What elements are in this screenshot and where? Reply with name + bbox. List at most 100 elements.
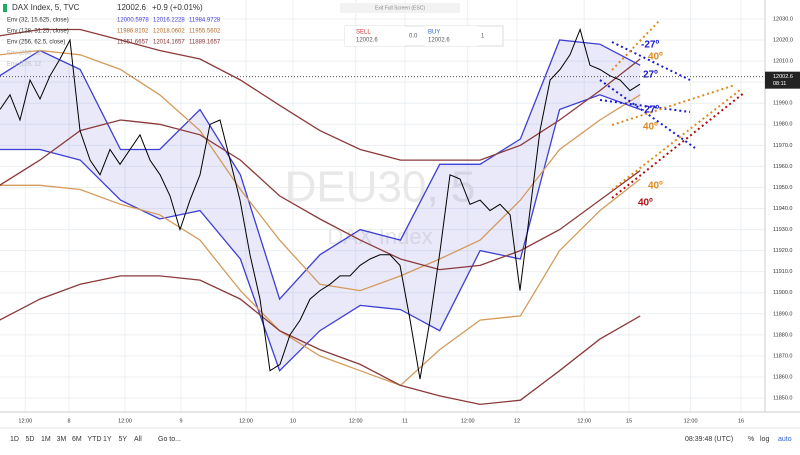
y-tick-label: 11970.0: [773, 143, 792, 149]
y-tick-label: 11990.0: [773, 101, 792, 107]
study-value: 11986.8102: [117, 29, 149, 35]
angle-label: -27º: [641, 105, 659, 116]
trade-panel: Exit Full Screen (ESC) SELL 12002.6 0.0 …: [340, 3, 504, 47]
range-button[interactable]: 3M: [57, 436, 67, 443]
trend-line: [599, 99, 691, 113]
x-tick-label: 12:00: [18, 418, 32, 424]
study-value: 11951.6657: [117, 40, 149, 46]
trend-line: [611, 84, 736, 126]
envelope-line: [0, 178, 641, 387]
study-value: 12018.0602: [153, 29, 185, 35]
envelope-line: [0, 28, 641, 161]
angle-label: -27º: [641, 40, 659, 51]
plot-area: [0, 27, 765, 406]
x-tick-label: 12:00: [118, 418, 132, 424]
symbol: DAX Index, 5, TVC: [12, 3, 80, 12]
x-tick-label: 12:00: [684, 418, 698, 424]
y-tick-label: 11910.0: [773, 269, 792, 275]
x-tick-label: 12:00: [461, 418, 475, 424]
exit-label: Exit Full Screen (ESC): [375, 5, 425, 11]
x-tick-label: 11: [402, 418, 408, 424]
range-button[interactable]: 5D: [26, 436, 35, 443]
y-tick-label: 11890.0: [773, 311, 792, 317]
range-button[interactable]: YTD: [88, 436, 102, 443]
watermark-symbol: DEU30, 5: [285, 163, 476, 212]
log-toggle[interactable]: log: [760, 436, 769, 443]
legend: DAX Index, 5, TVC 12002.6 +0.9 (+0.01%) …: [3, 3, 221, 68]
auto-toggle[interactable]: auto: [778, 436, 792, 443]
angle-label: 40º: [638, 198, 653, 209]
y-tick-label: 11930.0: [773, 227, 792, 233]
angle-label: 40º: [643, 122, 658, 133]
envelope-line: [0, 119, 641, 271]
study-name: Env (128, 31.25, close): [7, 29, 69, 35]
study-value: 12014.1657: [153, 40, 185, 46]
price: 12002.6: [117, 3, 146, 12]
clock: 08:39:48 (UTC): [685, 436, 733, 443]
study-value: 11955.5602: [189, 29, 221, 35]
study-value: 11889.1657: [189, 40, 221, 46]
x-tick-label: 12: [514, 418, 520, 424]
watermark-name: DAX Index: [327, 224, 432, 249]
last-price-box: [765, 71, 800, 89]
exit-button[interactable]: [340, 3, 460, 13]
study-value: 11984.9728: [189, 18, 221, 24]
toolbar: Go to... 08:39:48 (UTC) % log auto 1D 5D 1…: [10, 436, 792, 443]
change: +0.9 (+0.01%): [152, 3, 203, 12]
y-tick-label: 11920.0: [773, 248, 792, 254]
y-tick-label: 11880.0: [773, 332, 792, 338]
envelope-line: [0, 39, 641, 301]
price-line: [0, 27, 641, 380]
range-button[interactable]: 1D: [10, 436, 19, 443]
goto[interactable]: Go to...: [158, 436, 181, 443]
envelope-line: [0, 275, 641, 406]
last-price-label: 12002.6: [773, 74, 793, 80]
x-tick-label: 16: [738, 418, 744, 424]
range-button[interactable]: All: [134, 436, 142, 443]
buy-label: BUY: [428, 30, 440, 36]
range-button[interactable]: 5Y: [119, 436, 128, 443]
y-tick-label: 11960.0: [773, 164, 792, 170]
y-tick-label: 11850.0: [773, 396, 792, 402]
angle-label: 40º: [648, 52, 663, 63]
y-axis: 11850.0 11860.0 11870.0 11880.0 11890.0 11900…: [765, 16, 800, 402]
study-name: Env (256, 62.5, close): [7, 40, 65, 46]
studies: Env (32, 15.625, close) 12000.5978 12016.2…: [7, 18, 221, 68]
envelope-line: [0, 94, 641, 372]
y-tick-label: 11870.0: [773, 353, 792, 359]
spread: 0.0: [409, 34, 418, 40]
trend-line: [611, 91, 746, 199]
quantity: 1: [481, 34, 485, 40]
x-tick-label: 8: [67, 418, 70, 424]
y-tick-label: 11940.0: [773, 206, 792, 212]
sell-label: SELL: [356, 30, 371, 36]
x-tick-label: 15: [626, 418, 632, 424]
study-name: Env (256, 12: [7, 51, 42, 57]
x-tick-label: 12:00: [577, 418, 591, 424]
envelope-band: [0, 40, 641, 371]
x-axis: 12:00 8 12:00 9 12:00 10 12:00 11 12:00 12 12:00 15…: [18, 418, 744, 424]
sell-price: 12002.6: [356, 38, 378, 44]
y-tick-label: 11860.0: [773, 374, 792, 380]
countdown: 08:11: [773, 81, 786, 87]
percent-toggle[interactable]: %: [748, 436, 754, 443]
trend-line: [611, 89, 741, 191]
y-tick-label: 12030.0: [773, 16, 793, 22]
range-button[interactable]: 1M: [41, 436, 51, 443]
range-button[interactable]: 1Y: [103, 436, 112, 443]
sell-button[interactable]: [345, 26, 405, 46]
trend-line: [611, 19, 661, 71]
study-name: Env (32, 15.625, close): [7, 18, 69, 24]
y-tick-label: 11950.0: [773, 185, 792, 191]
study-name: Env (128, 12: [7, 62, 42, 68]
legend-icon: [3, 4, 7, 12]
buy-button[interactable]: [425, 26, 477, 46]
x-tick-label: 12:00: [239, 418, 253, 424]
x-tick-label: 10: [290, 418, 296, 424]
study-value: 12000.5978: [117, 18, 149, 24]
range-button[interactable]: 6M: [72, 436, 82, 443]
study-value: 12016.2228: [153, 18, 185, 24]
